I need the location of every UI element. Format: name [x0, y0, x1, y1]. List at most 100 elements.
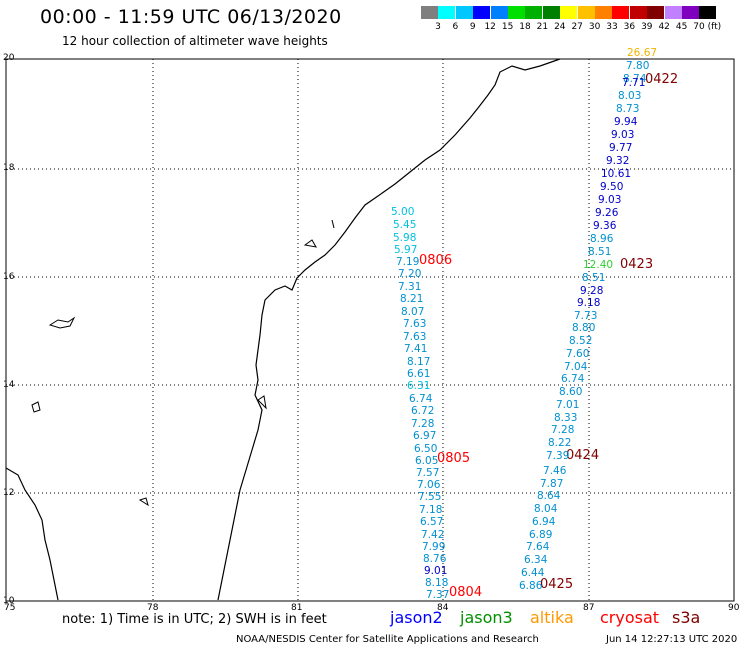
wave-height-value: 8.17	[407, 356, 430, 368]
wave-height-value: 8.74	[623, 73, 647, 85]
wave-height-value: 6.61	[407, 368, 430, 380]
color-scale-label: 30	[588, 22, 601, 32]
color-scale-label: 27	[571, 22, 583, 32]
wave-height-value: 10.61	[601, 168, 631, 180]
wave-height-value: 5.97	[394, 244, 417, 256]
footnote: note: 1) Time is in UTC; 2) SWH is in fe…	[62, 612, 327, 627]
track-id-label: 0423	[620, 257, 653, 272]
track-id-label: 0806	[419, 253, 452, 268]
track-id-label: 0805	[437, 451, 470, 466]
satellite-legend-entry: jason2	[390, 608, 443, 627]
wave-height-value: 7.01	[556, 399, 579, 411]
wave-height-value: 7.73	[574, 310, 597, 322]
page-title: 00:00 - 11:59 UTC 06/13/2020	[40, 6, 342, 28]
longitude-label: 90	[728, 603, 740, 613]
color-swatch	[421, 6, 438, 19]
color-scale-label: 45	[675, 22, 688, 32]
wave-height-value: 7.28	[551, 424, 574, 436]
wave-height-value: 12.40	[583, 259, 613, 271]
latitude-label: 16	[3, 272, 15, 282]
wave-height-value: 7.71	[622, 77, 645, 89]
credit-line: NOAA/NESDIS Center for Satellite Applica…	[236, 634, 539, 645]
wave-height-value: 26.67	[627, 47, 657, 59]
wave-height-value: 6.57	[420, 516, 443, 528]
wave-height-value: 9.50	[600, 181, 623, 193]
color-scale-label: 36	[623, 22, 636, 32]
longitude-label: 87	[583, 603, 594, 613]
wave-height-value: 7.64	[526, 541, 550, 553]
wave-height-value: 7.87	[540, 478, 563, 490]
color-scale-label: 24	[554, 22, 566, 32]
satellite-legend-entry: s3a	[672, 608, 701, 627]
wave-height-value: 7.55	[418, 491, 441, 503]
latitude-label: 20	[3, 53, 15, 63]
color-swatch	[629, 6, 647, 19]
coastline	[217, 58, 561, 601]
color-swatch	[542, 6, 560, 19]
wave-height-values: 26.677.808.747.718.038.739.949.039.779.3…	[391, 47, 657, 601]
wave-height-value: 8.22	[548, 437, 571, 449]
island-coast	[5, 467, 59, 601]
color-swatch	[473, 6, 491, 19]
color-swatch	[438, 6, 456, 19]
generation-timestamp: Jun 14 12:27:13 UTC 2020	[606, 634, 738, 645]
color-swatch	[595, 6, 612, 19]
wave-height-value: 7.06	[417, 479, 441, 491]
color-scale-label: 18	[519, 22, 531, 32]
island	[331, 219, 335, 229]
wave-height-value: 6.74	[409, 393, 433, 405]
color-swatch	[455, 6, 473, 19]
color-scale-label: 3	[435, 22, 441, 32]
latitude-label: 10	[3, 596, 15, 606]
color-scale-label: 9	[469, 22, 476, 32]
wave-height-value: 8.33	[554, 412, 577, 424]
color-swatch	[664, 6, 682, 19]
satellite-legend-entry: jason3	[460, 608, 513, 627]
longitude-label: 78	[147, 603, 159, 613]
wave-height-value: 9.01	[424, 565, 447, 577]
track-id-label: 0804	[449, 585, 482, 600]
wave-height-value: 7.57	[416, 467, 439, 479]
wave-height-value: 9.36	[593, 220, 617, 232]
wave-height-value: 7.19	[396, 256, 419, 268]
color-swatch	[647, 6, 665, 19]
wave-height-value: 6.86	[519, 580, 543, 592]
wave-height-value: 6.94	[532, 516, 556, 528]
wave-height-value: 7.99	[422, 541, 445, 553]
wave-height-value: 8.51	[588, 246, 611, 258]
wave-height-value: 6.05	[415, 455, 438, 467]
color-scale-unit: (ft)	[707, 22, 722, 32]
wave-height-value: 6.34	[524, 554, 548, 566]
island	[303, 239, 317, 248]
wave-height-value: 6.74	[561, 373, 585, 385]
axis-tick-labels: 75 78 81 84 87 90 20 18 16 14 12 10	[3, 53, 740, 613]
wave-height-value: 8.21	[400, 293, 423, 305]
island	[31, 401, 41, 413]
color-scale-label: 39	[641, 22, 653, 32]
wave-height-value: 8.80	[572, 322, 595, 334]
wave-height-value: 7.18	[419, 504, 442, 516]
wave-height-value: 9.03	[611, 129, 634, 141]
island	[138, 497, 149, 507]
wave-height-value: 6.50	[414, 443, 437, 455]
wave-height-value: 8.18	[425, 577, 448, 589]
wave-height-value: 8.60	[559, 386, 582, 398]
wave-height-value: 6.44	[521, 567, 545, 579]
wave-height-value: 9.18	[577, 297, 600, 309]
wave-height-value: 6.72	[411, 405, 434, 417]
wave-height-value: 7.63	[403, 331, 426, 343]
wave-height-value: 8.73	[616, 103, 639, 115]
wave-height-value: 8.07	[401, 306, 424, 318]
wave-height-value: 9.28	[580, 285, 603, 297]
wave-height-value: 8.51	[582, 272, 605, 284]
longitude-label: 84	[437, 603, 449, 613]
color-scale-label: 21	[536, 22, 549, 32]
wave-height-value: 9.32	[606, 155, 629, 167]
longitude-label: 75	[4, 603, 15, 613]
wave-height-value: 8.52	[569, 335, 592, 347]
color-swatch	[525, 6, 543, 19]
latitude-label: 14	[3, 380, 15, 390]
page-subtitle: 12 hour collection of altimeter wave hei…	[62, 34, 328, 48]
wave-height-value: 9.26	[595, 207, 619, 219]
